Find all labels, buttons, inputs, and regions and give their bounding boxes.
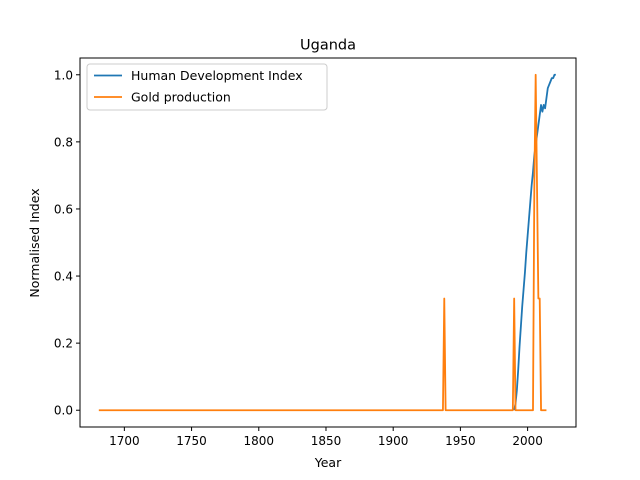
x-tick-label: 1700 [109,434,140,448]
legend-label-hdi: Human Development Index [131,68,303,83]
chart-title: Uganda [300,38,356,54]
y-tick-label: 0.4 [54,270,73,284]
series-line-gold-production [98,73,547,412]
y-axis-label: Normalised Index [27,188,42,297]
series-lines [98,73,556,412]
x-tick-label: 1800 [244,434,275,448]
legend-box [86,63,328,111]
x-axis-label: Year [314,455,342,470]
x-tick-label: 1950 [445,434,476,448]
axis-ticks: 1700 1750 1800 1850 1900 1950 2000 0.0 0.2 0.4 0.6… [54,68,543,448]
legend-label-gold: Gold production [131,90,231,105]
x-tick-label: 1850 [311,434,342,448]
x-tick-label: 1750 [176,434,207,448]
y-tick-label: 1.0 [54,68,73,82]
x-tick-label: 2000 [512,434,543,448]
plot-frame [79,57,577,428]
x-tick-label: 1900 [378,434,409,448]
y-tick-label: 0.8 [54,135,73,149]
y-tick-label: 0.0 [54,404,73,418]
y-tick-label: 0.2 [54,337,73,351]
legend: Human Development Index Gold production [86,63,328,111]
y-tick-label: 0.6 [54,202,73,216]
